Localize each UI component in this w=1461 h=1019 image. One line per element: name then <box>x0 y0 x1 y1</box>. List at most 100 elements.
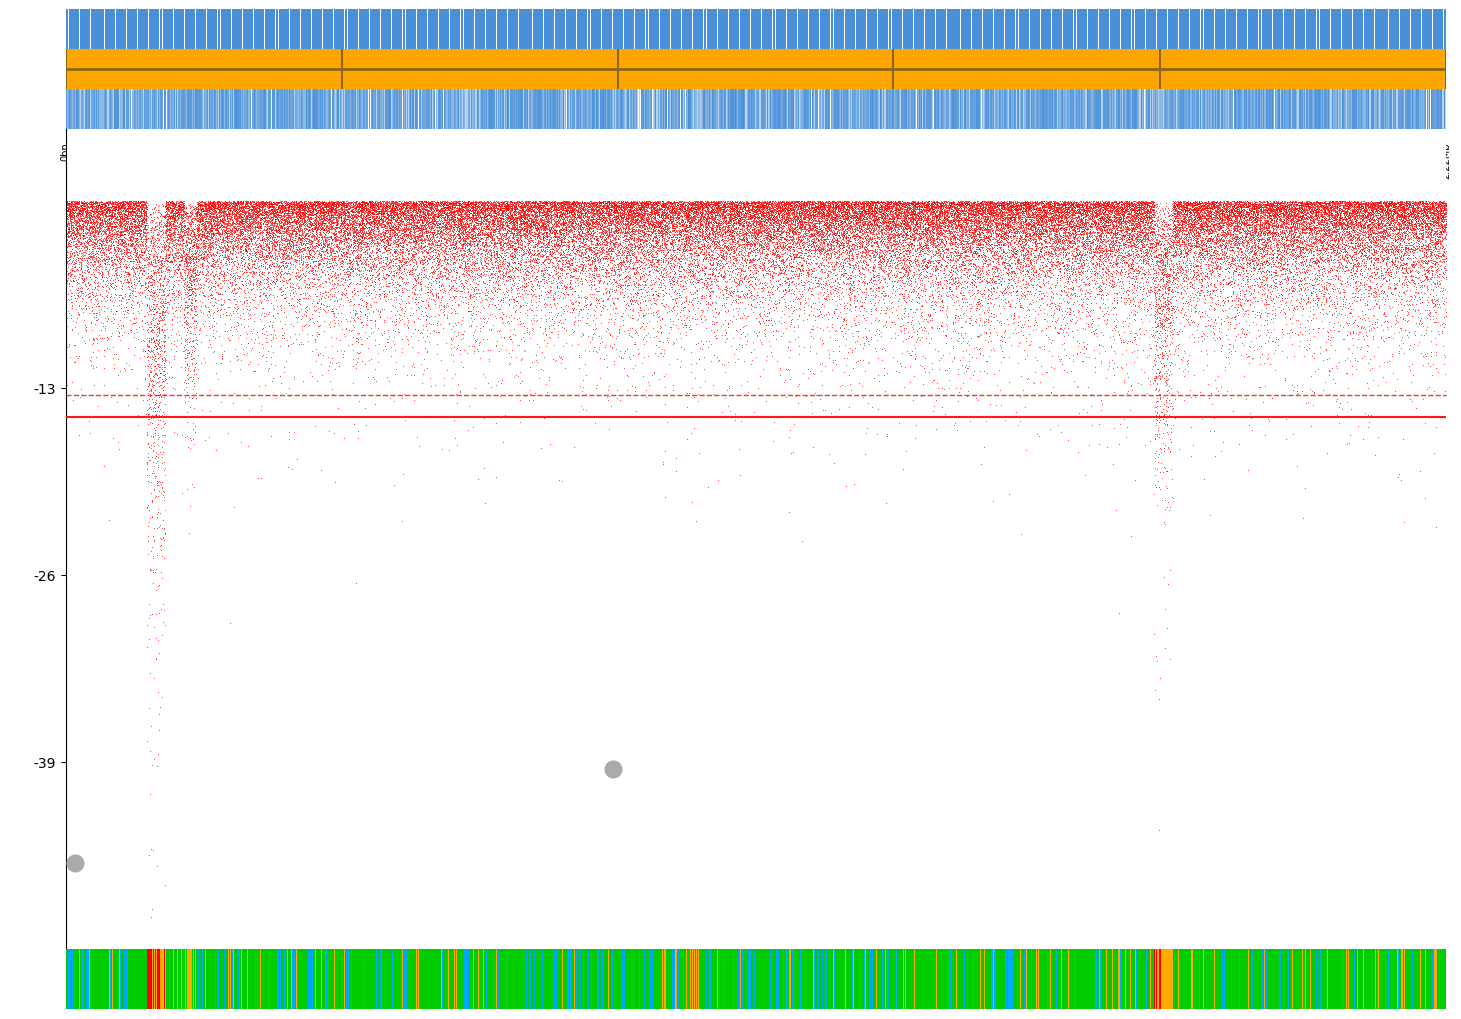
Point <box>1420 260 1443 276</box>
Point <box>130 236 153 253</box>
Point <box>1303 256 1327 272</box>
Point <box>738 280 761 297</box>
Point <box>754 196 777 212</box>
Point <box>491 210 514 226</box>
Point <box>1071 214 1094 230</box>
Point <box>359 223 383 239</box>
Point <box>1077 194 1100 210</box>
Point <box>262 206 285 222</box>
Point <box>453 262 476 278</box>
Point <box>831 273 855 289</box>
Point <box>506 317 529 333</box>
Point <box>91 214 114 230</box>
Point <box>454 213 478 229</box>
Point <box>80 303 104 319</box>
Point <box>799 264 823 280</box>
Point <box>300 201 323 217</box>
Point <box>929 196 953 212</box>
Point <box>622 236 646 253</box>
Point <box>397 256 421 272</box>
Point <box>951 208 974 224</box>
Point <box>1083 217 1106 233</box>
Point <box>1235 206 1258 222</box>
Point <box>270 198 294 214</box>
Point <box>457 283 481 300</box>
Point <box>777 210 801 226</box>
Point <box>1401 207 1424 223</box>
Point <box>209 222 232 238</box>
Point <box>910 242 934 258</box>
Point <box>1242 262 1265 278</box>
Point <box>605 211 628 227</box>
Point <box>1126 194 1150 210</box>
Point <box>650 228 674 245</box>
Point <box>603 194 627 210</box>
Point <box>1408 306 1432 322</box>
Point <box>469 221 492 237</box>
Point <box>606 202 630 218</box>
Point <box>906 197 929 213</box>
Point <box>1081 234 1105 251</box>
Point <box>741 202 764 218</box>
Point <box>1144 297 1167 313</box>
Point <box>1294 211 1318 227</box>
Point <box>1068 198 1091 214</box>
Point <box>1411 202 1435 218</box>
Point <box>91 267 114 283</box>
Point <box>1163 224 1186 240</box>
Point <box>412 215 435 231</box>
Point <box>799 300 823 316</box>
Point <box>1172 200 1195 216</box>
Point <box>393 300 416 316</box>
Point <box>1359 235 1382 252</box>
Point <box>288 224 311 240</box>
Point <box>1349 274 1372 290</box>
Point <box>484 271 507 287</box>
Point <box>554 195 577 211</box>
Point <box>475 256 498 272</box>
Point <box>367 200 390 216</box>
Point <box>1389 201 1413 217</box>
Point <box>422 200 446 216</box>
Point <box>238 194 262 210</box>
Point <box>207 203 231 219</box>
Point <box>507 221 530 237</box>
Point <box>1400 209 1423 225</box>
Point <box>313 217 336 233</box>
Point <box>295 261 318 277</box>
Point <box>1039 231 1062 248</box>
Point <box>1195 198 1218 214</box>
Point <box>1118 270 1141 286</box>
Point <box>1150 272 1173 288</box>
Point <box>329 211 352 227</box>
Point <box>853 198 877 214</box>
Point <box>497 215 520 231</box>
Point <box>240 215 263 231</box>
Point <box>1106 224 1129 240</box>
Point <box>1233 244 1256 260</box>
Point <box>481 225 504 242</box>
Point <box>1002 211 1026 227</box>
Point <box>416 251 440 267</box>
Point <box>397 194 421 210</box>
Point <box>1147 248 1170 264</box>
Point <box>359 246 383 262</box>
Point <box>1299 238 1322 255</box>
Point <box>469 266 492 282</box>
Point <box>716 208 739 224</box>
Point <box>942 207 966 223</box>
Point <box>131 228 155 245</box>
Point <box>656 305 679 321</box>
Point <box>394 220 418 236</box>
Point <box>495 213 519 229</box>
Point <box>549 208 573 224</box>
Point <box>378 207 402 223</box>
Point <box>498 223 522 239</box>
Point <box>1408 240 1432 257</box>
Point <box>1144 208 1167 224</box>
Point <box>1230 203 1254 219</box>
Point <box>1031 233 1055 250</box>
Point <box>244 216 267 232</box>
Point <box>1021 217 1045 233</box>
Point <box>457 194 481 210</box>
